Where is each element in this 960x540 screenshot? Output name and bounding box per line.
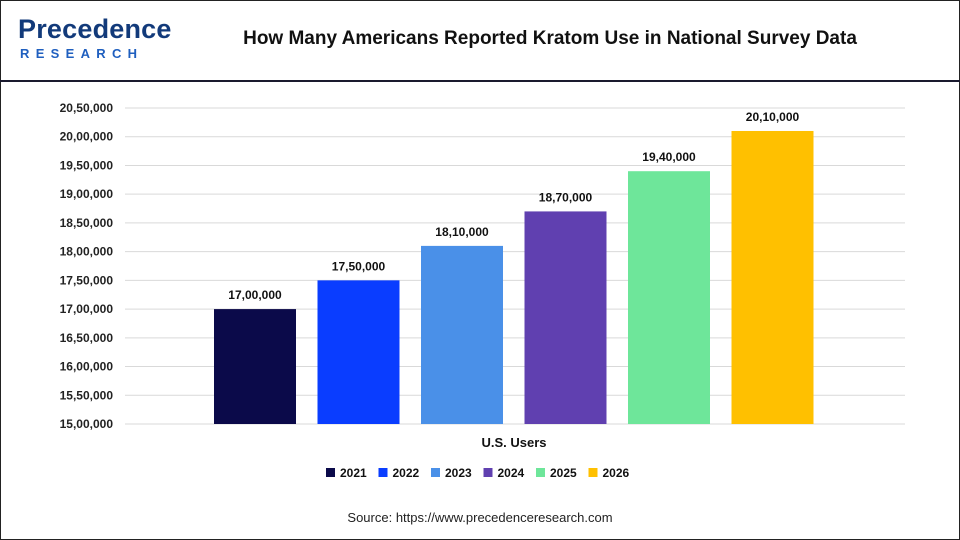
bar-2023 bbox=[421, 245, 503, 424]
y-tick-label: 19,00,000 bbox=[60, 187, 114, 201]
legend-label: 2022 bbox=[393, 466, 420, 480]
y-tick-label: 18,00,000 bbox=[60, 245, 114, 259]
x-axis-title: U.S. Users bbox=[481, 435, 546, 450]
logo-subtext: RESEARCH bbox=[20, 46, 144, 61]
data-label: 17,00,000 bbox=[228, 288, 282, 302]
legend-swatch-2026 bbox=[588, 468, 598, 477]
legend-label: 2021 bbox=[340, 466, 367, 480]
data-label: 19,40,000 bbox=[642, 150, 696, 164]
bar-2022 bbox=[317, 280, 400, 424]
y-tick-label: 18,50,000 bbox=[60, 216, 114, 230]
y-tick-label: 16,00,000 bbox=[60, 360, 114, 374]
legend-label: 2023 bbox=[445, 466, 472, 480]
legend-swatch-2024 bbox=[483, 468, 493, 477]
bar-2024 bbox=[524, 211, 607, 424]
y-tick-label: 15,50,000 bbox=[60, 388, 114, 402]
y-tick-label: 17,50,000 bbox=[60, 273, 114, 287]
y-tick-label: 20,00,000 bbox=[60, 130, 114, 144]
y-tick-label: 17,00,000 bbox=[60, 302, 114, 316]
header: Precedence RESEARCH How Many Americans R… bbox=[0, 0, 960, 82]
legend-label: 2024 bbox=[498, 466, 525, 480]
precedence-research-logo: Precedence RESEARCH bbox=[18, 14, 171, 64]
y-tick-label: 19,50,000 bbox=[60, 158, 114, 172]
bar-2026 bbox=[731, 130, 814, 424]
legend-swatch-2025 bbox=[536, 468, 545, 477]
data-label: 17,50,000 bbox=[332, 259, 386, 273]
y-tick-label: 15,00,000 bbox=[60, 417, 114, 431]
y-tick-label: 20,50,000 bbox=[60, 101, 114, 115]
data-label: 18,10,000 bbox=[435, 225, 489, 239]
logo-wordmark: Precedence bbox=[18, 14, 172, 44]
legend-label: 2025 bbox=[550, 466, 577, 480]
y-tick-label: 16,50,000 bbox=[60, 331, 114, 345]
legend-swatch-2021 bbox=[326, 468, 335, 477]
chart-title: How Many Americans Reported Kratom Use i… bbox=[243, 28, 857, 49]
legend-swatch-2023 bbox=[431, 468, 440, 477]
bar-2025 bbox=[628, 171, 710, 424]
data-label: 18,70,000 bbox=[539, 190, 593, 204]
legend-label: 2026 bbox=[603, 466, 630, 480]
data-label: 20,10,000 bbox=[746, 110, 800, 124]
source-note: Source: https://www.precedenceresearch.c… bbox=[347, 510, 613, 525]
legend-swatch-2022 bbox=[378, 468, 388, 477]
bar-2021 bbox=[214, 309, 296, 424]
